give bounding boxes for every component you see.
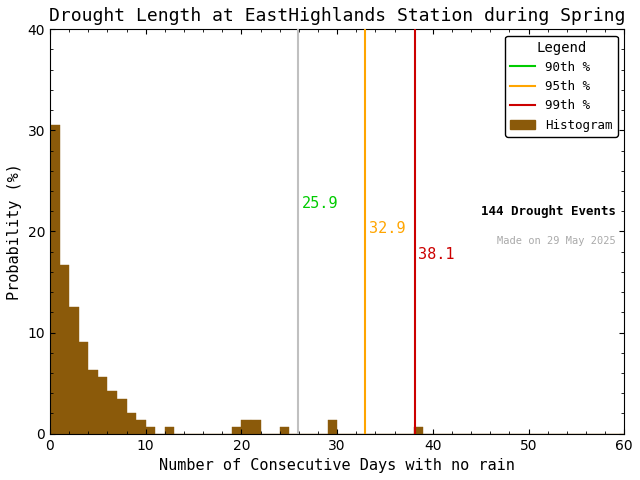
- Title: Drought Length at EastHighlands Station during Spring: Drought Length at EastHighlands Station …: [49, 7, 625, 25]
- Y-axis label: Probability (%): Probability (%): [7, 163, 22, 300]
- Text: 32.9: 32.9: [369, 221, 405, 236]
- Text: 25.9: 25.9: [301, 196, 338, 211]
- Bar: [79, 342, 88, 433]
- Bar: [232, 427, 241, 433]
- Bar: [280, 427, 289, 433]
- Bar: [117, 398, 127, 433]
- Bar: [88, 371, 98, 433]
- Bar: [328, 420, 337, 433]
- Bar: [69, 307, 79, 433]
- Text: 38.1: 38.1: [419, 247, 455, 262]
- Bar: [50, 125, 60, 433]
- Bar: [165, 427, 175, 433]
- Bar: [127, 413, 136, 433]
- Bar: [108, 392, 117, 433]
- Legend: 90th %, 95th %, 99th %, Histogram: 90th %, 95th %, 99th %, Histogram: [506, 36, 618, 136]
- X-axis label: Number of Consecutive Days with no rain: Number of Consecutive Days with no rain: [159, 458, 515, 473]
- Bar: [60, 265, 69, 433]
- Bar: [251, 420, 260, 433]
- Bar: [146, 427, 156, 433]
- Text: 144 Drought Events: 144 Drought Events: [481, 205, 616, 218]
- Text: Made on 29 May 2025: Made on 29 May 2025: [497, 236, 616, 245]
- Bar: [98, 377, 108, 433]
- Bar: [413, 427, 423, 433]
- Bar: [136, 420, 146, 433]
- Bar: [241, 420, 251, 433]
